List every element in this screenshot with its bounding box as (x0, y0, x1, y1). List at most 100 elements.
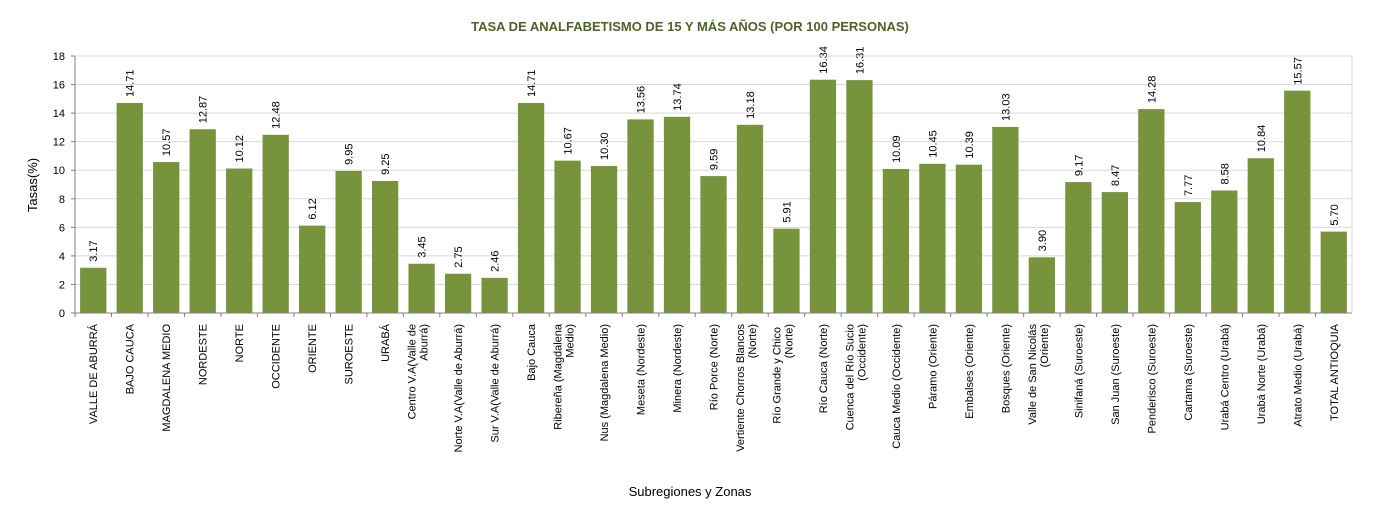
category-label: Valle de San Nicolás(Oriente) (1027, 324, 1051, 425)
bar (992, 126, 1019, 313)
value-label: 16.34 (818, 46, 830, 74)
bar (700, 176, 727, 313)
bar (517, 102, 545, 313)
y-tick-label: 10 (53, 165, 65, 177)
value-label: 12.87 (198, 96, 210, 124)
value-label: 14.28 (1146, 76, 1158, 104)
bar (1101, 192, 1128, 313)
bar (809, 79, 837, 313)
bar (1065, 182, 1092, 313)
value-label: 13.18 (745, 91, 757, 119)
category-label: NORDESTE (198, 324, 210, 385)
value-label: 9.25 (380, 154, 392, 175)
y-tick-label: 4 (59, 251, 65, 263)
category-label: URABÁ (379, 323, 392, 362)
y-tick-labels: 0 2 4 6 8 10 12 14 16 18 (53, 51, 65, 320)
category-label: Río Porce (Norte) (709, 324, 721, 410)
category-label: Urabá Norte (Urabá) (1256, 324, 1268, 424)
value-label: 10.57 (161, 129, 173, 157)
value-label: 9.17 (1073, 155, 1085, 176)
bar (1174, 202, 1201, 313)
value-labels: 3.17 14.71 10.57 12.87 10.12 12.48 6.12 9.95 9.2… (88, 46, 1341, 272)
category-label: Bajo Cauca (526, 323, 538, 381)
category-label: NORTE (234, 324, 246, 362)
value-label: 13.74 (672, 83, 684, 111)
category-label: BAJO CAUCA (125, 323, 137, 394)
value-label: 9.59 (709, 149, 721, 170)
category-label: Bosques (Oriente) (1000, 324, 1012, 413)
bar (590, 165, 618, 313)
bar (1247, 158, 1274, 313)
value-label: 10.45 (927, 130, 939, 158)
category-label: Río Grande y Chico (Norte) (771, 324, 795, 424)
y-tick-label: 8 (59, 194, 65, 206)
value-label: 12.48 (271, 101, 283, 129)
category-label: SUROESTE (344, 324, 356, 385)
category-label: Atrato Medio (Urabá) (1292, 324, 1304, 427)
bar (371, 180, 399, 313)
value-label: 10.12 (234, 135, 246, 163)
bar (773, 228, 800, 313)
bar (846, 80, 873, 313)
value-label: 10.30 (599, 132, 611, 160)
category-label: Nus (Magdalena Medio) (599, 324, 611, 441)
bar (627, 119, 654, 313)
category-label: San Juan (Suroeste) (1110, 324, 1122, 425)
y-tick-label: 6 (59, 222, 65, 234)
category-label: Sinifaná (Suroeste) (1073, 324, 1085, 418)
category-label: Norte V.A(Valle de Aburrá) (453, 324, 465, 452)
value-label: 14.71 (125, 69, 137, 97)
category-label: OCCIDENTE (271, 324, 283, 389)
value-label: 5.91 (781, 201, 793, 222)
bar (1320, 231, 1347, 313)
category-label: Meseta (Nordeste) (636, 324, 648, 415)
x-axis-label: Subregiones y Zonas (629, 484, 752, 499)
category-label: Penderisco (Suroeste) (1146, 324, 1158, 433)
y-tick-label: 0 (59, 308, 65, 320)
bar (335, 170, 362, 313)
y-axis-label: Tasas(%) (25, 158, 40, 212)
value-label: 13.03 (1000, 93, 1012, 121)
bar (189, 129, 216, 313)
bar (444, 273, 472, 313)
category-label: TOTAL ANTIOQUIA (1329, 323, 1341, 421)
value-label: 8.58 (1219, 163, 1231, 184)
chart-title: TASA DE ANALFABETISMO DE 15 Y MÁS AÑOS (… (471, 19, 909, 34)
bar (481, 277, 508, 313)
bar (262, 134, 289, 313)
bars (80, 79, 1347, 314)
category-label: Urabá Centro (Urabá) (1219, 324, 1231, 430)
bar (736, 124, 764, 314)
value-label: 3.45 (417, 236, 429, 257)
value-label: 10.09 (891, 135, 903, 163)
bar (663, 116, 691, 313)
category-label: VALLE DE ABURRÁ (87, 323, 100, 424)
y-tick-label: 16 (53, 80, 65, 92)
bar (955, 164, 983, 313)
category-label: Minera (Nordeste) (672, 324, 684, 413)
category-label: Vertiente Chorros Blancos(Norte) (735, 324, 759, 452)
bar (554, 160, 581, 313)
bar (1284, 90, 1311, 313)
value-label: 6.12 (307, 198, 319, 219)
category-label: Embalses (Oriente) (964, 324, 976, 419)
value-label: 15.57 (1292, 57, 1304, 85)
bar (116, 102, 143, 313)
bar (226, 168, 253, 313)
value-label: 14.71 (526, 69, 538, 97)
value-label: 10.39 (964, 131, 976, 159)
category-label: MAGDALENA MEDIO (161, 324, 173, 432)
category-label: ORIENTE (307, 324, 319, 373)
y-tick-label: 18 (53, 51, 65, 63)
bar (1211, 190, 1238, 313)
category-label: Páramo (Oriente) (927, 324, 939, 409)
y-tick-label: 14 (53, 108, 65, 120)
y-tick-label: 2 (59, 279, 65, 291)
value-label: 7.77 (1183, 175, 1195, 196)
bar (919, 163, 946, 313)
value-label: 5.70 (1329, 204, 1341, 225)
bar (882, 168, 910, 313)
value-label: 2.46 (490, 250, 502, 271)
bar (153, 162, 180, 313)
